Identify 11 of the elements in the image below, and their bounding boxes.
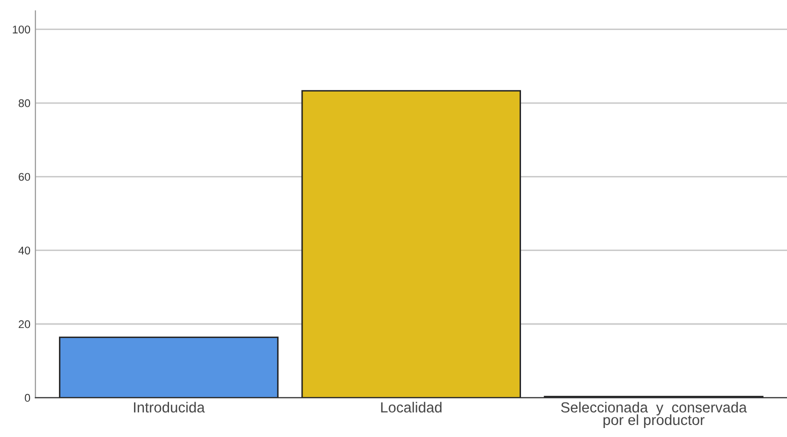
y-tick-label: 80 [18,99,30,108]
y-tick-label: 60 [18,172,30,181]
y-tick-label: 0 [24,394,30,402]
x-tick-label: Seleccionada y conservada por el productor [561,402,747,428]
bar [301,90,522,398]
y-tick-label: 20 [18,320,30,328]
x-tick-label: Localidad [381,402,442,413]
bar [58,336,279,398]
y-tick-label: 100 [12,26,30,34]
y-tick-label: 40 [18,246,30,254]
x-tick-label: Introducida [134,402,205,413]
